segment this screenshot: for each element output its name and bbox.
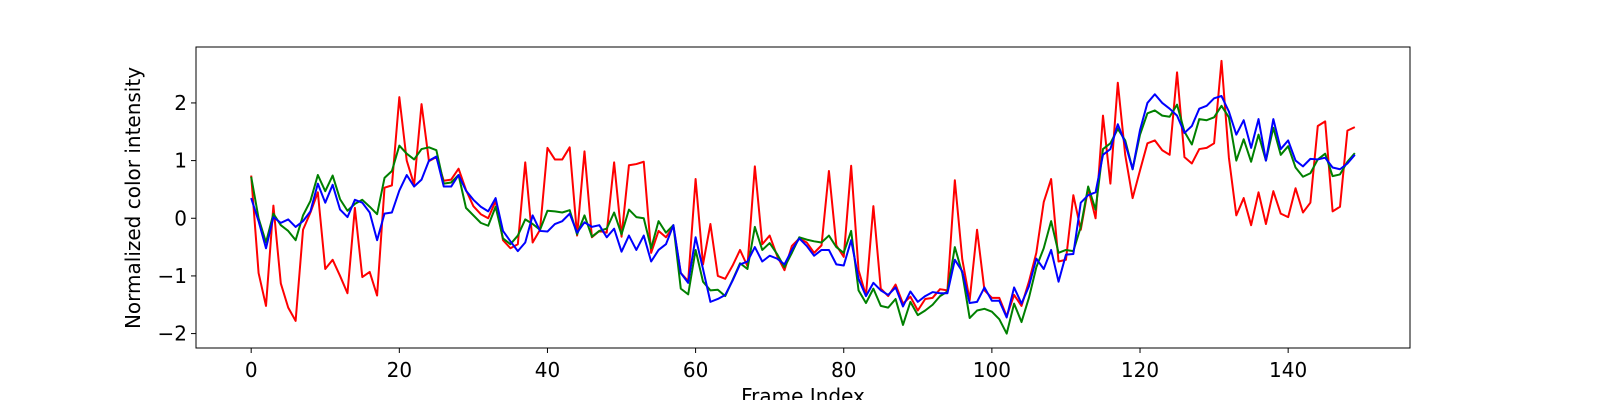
x-axis-label: Frame Index <box>741 384 865 400</box>
y-tick-label: 0 <box>174 206 187 230</box>
y-tick-label: 1 <box>174 149 187 173</box>
x-tick-label: 20 <box>387 358 412 382</box>
y-tick-label: −2 <box>158 322 187 346</box>
series-layer <box>250 59 1356 335</box>
x-tick-label: 0 <box>245 358 258 382</box>
x-axis: 0 20 40 60 80 100 120 140 <box>245 348 1307 382</box>
y-tick-label: −1 <box>158 264 187 288</box>
series-line-2 <box>250 103 1356 335</box>
x-tick-label: 40 <box>535 358 560 382</box>
y-tick-label: 2 <box>174 91 187 115</box>
x-tick-label: 60 <box>683 358 708 382</box>
series-line-3 <box>250 93 1356 319</box>
x-tick-label: 140 <box>1269 358 1307 382</box>
x-tick-label: 120 <box>1121 358 1159 382</box>
y-axis-label: Normalized color intensity <box>121 67 145 329</box>
x-tick-label: 80 <box>831 358 856 382</box>
x-tick-label: 100 <box>973 358 1011 382</box>
plot-area <box>196 47 1410 348</box>
plot-frame <box>195 46 1411 349</box>
y-axis: −2 −1 0 1 2 <box>158 91 196 346</box>
